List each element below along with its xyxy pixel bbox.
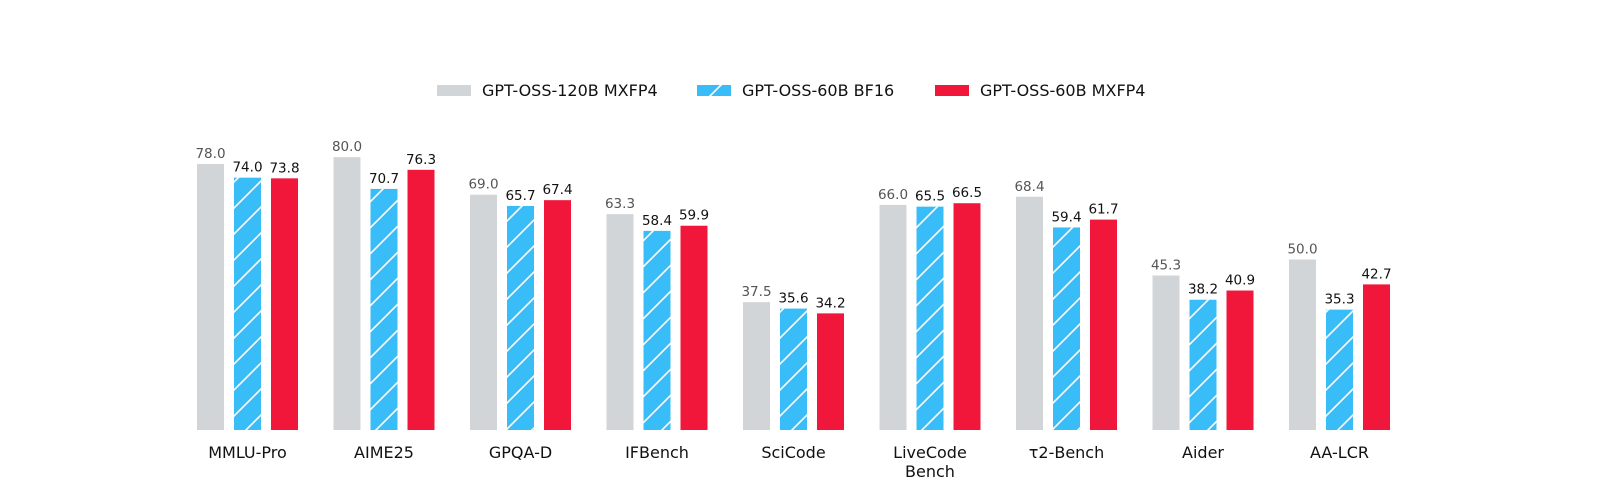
bar-hatch-aa-lcr [1326,309,1353,430]
bar-gpt-oss-120b-mxfp4-aider [1152,275,1180,430]
category-label-line: τ2-Bench [1029,443,1104,462]
category-label-scicode: SciCode [761,443,825,462]
bar-hatch-mmlu-pro [234,177,261,430]
bar-gpt-oss-60b-mxfp4-livecode-bench [953,203,981,430]
value-label: 66.5 [952,185,982,201]
value-label: 61.7 [1088,202,1118,218]
legend-swatch [437,85,471,96]
bar-hatch-gpqa-d [507,205,534,430]
value-label: 67.4 [542,182,572,198]
value-label: 42.7 [1361,266,1391,282]
value-label: 35.3 [1324,292,1354,308]
legend-label: GPT-OSS-60B BF16 [742,81,894,100]
bar-gpt-oss-120b-mxfp4-aime25 [333,157,361,430]
value-label: 65.5 [915,189,945,205]
bar-hatch-scicode [780,308,807,430]
legend: GPT-OSS-120B MXFP4 GPT-OSS-60B BF16 GPT-OS… [437,81,1145,100]
value-label: 80.0 [332,139,362,155]
category-label-line: MMLU-Pro [208,443,287,462]
value-label: 70.7 [369,171,399,187]
bars [197,157,1390,430]
bar-gpt-oss-60b-mxfp4-scicode [817,313,844,430]
legend-item-gpt-oss-120b-mxfp4: GPT-OSS-120B MXFP4 [437,81,658,100]
bar-gpt-oss-120b-mxfp4-2-bench [1016,196,1043,430]
category-label-aa-lcr: AA-LCR [1310,443,1369,462]
value-label: 59.9 [679,208,709,224]
category-label-ifbench: IFBench [625,443,689,462]
category-label-line: IFBench [625,443,689,462]
category-labels: MMLU-Pro AIME25 GPQA-D IFBench SciCode LiveCo… [208,443,1369,481]
legend-label: GPT-OSS-120B MXFP4 [482,81,658,100]
legend-swatch [935,85,969,96]
bar-gpt-oss-60b-mxfp4-aa-lcr [1363,284,1390,430]
value-label: 45.3 [1151,258,1181,274]
legend-item-gpt-oss-60b-mxfp4: GPT-OSS-60B MXFP4 [935,81,1145,100]
bar-gpt-oss-120b-mxfp4-gpqa-d [470,194,497,430]
value-label: 35.6 [778,291,808,307]
value-label: 50.0 [1287,242,1317,258]
bar-gpt-oss-60b-mxfp4-aider [1226,290,1254,430]
value-label: 37.5 [741,284,771,300]
bar-hatch-ifbench [643,230,671,430]
category-label-mmlu-pro: MMLU-Pro [208,443,287,462]
category-label-line: Aider [1182,443,1224,462]
bar-hatch-aime25 [370,188,398,430]
value-label: 40.9 [1225,273,1255,289]
value-label: 69.0 [468,177,498,193]
value-label: 63.3 [605,196,635,212]
bar-gpt-oss-60b-mxfp4-2-bench [1090,219,1117,430]
bar-gpt-oss-120b-mxfp4-scicode [743,302,770,430]
value-label: 58.4 [642,213,672,229]
value-label: 68.4 [1014,179,1044,195]
bar-gpt-oss-120b-mxfp4-mmlu-pro [197,164,224,430]
legend-item-gpt-oss-60b-bf16: GPT-OSS-60B BF16 [697,81,894,100]
category-label-line: LiveCode [893,443,967,462]
bar-gpt-oss-120b-mxfp4-ifbench [606,214,634,430]
value-label: 65.7 [505,188,535,204]
value-label: 74.0 [232,160,262,176]
legend-swatch-hatch [697,85,731,96]
bar-gpt-oss-60b-mxfp4-gpqa-d [544,200,571,430]
category-label-line: GPQA-D [489,443,552,462]
category-label-aime25: AIME25 [354,443,414,462]
value-label: 76.3 [406,152,436,168]
value-label: 73.8 [269,160,299,176]
value-labels: 78.0 74.0 73.8 80.0 70.7 76.3 69.0 65.7 67.4 63.3… [195,139,1391,311]
bar-gpt-oss-120b-mxfp4-aa-lcr [1289,259,1316,430]
value-label: 38.2 [1188,282,1218,298]
bar-hatch-aider [1189,299,1217,430]
bar-hatch-livecode-bench [916,206,944,430]
value-label: 66.0 [878,187,908,203]
value-label: 59.4 [1051,209,1081,225]
bar-hatch-2-bench [1053,227,1080,430]
category-label-line: SciCode [761,443,825,462]
category-label-aider: Aider [1182,443,1224,462]
category-label-2-bench: τ2-Bench [1029,443,1104,462]
bar-gpt-oss-60b-mxfp4-mmlu-pro [271,178,298,430]
category-label-livecode-bench: LiveCode Bench [893,443,967,481]
bar-gpt-oss-60b-mxfp4-ifbench [680,225,708,430]
category-label-line: AIME25 [354,443,414,462]
legend-label: GPT-OSS-60B MXFP4 [980,81,1145,100]
category-label-gpqa-d: GPQA-D [489,443,552,462]
category-label-line: Bench [905,462,955,481]
value-label: 78.0 [195,146,225,162]
bar-gpt-oss-120b-mxfp4-livecode-bench [879,204,907,430]
value-label: 34.2 [815,295,845,311]
category-label-line: AA-LCR [1310,443,1369,462]
bar-gpt-oss-60b-mxfp4-aime25 [407,169,435,430]
